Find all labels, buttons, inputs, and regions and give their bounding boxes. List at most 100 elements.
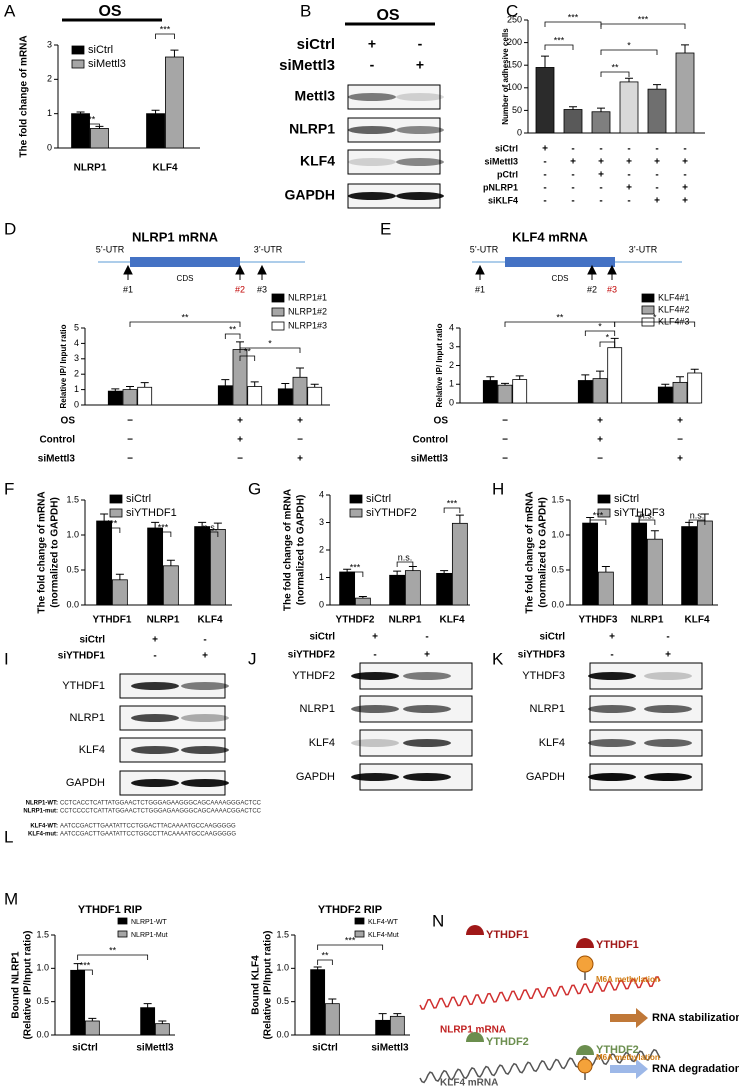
x-tick-label: KLF4 bbox=[198, 615, 223, 626]
condition-sign: - bbox=[571, 144, 574, 155]
y-tick-label: 1.5 bbox=[66, 494, 79, 504]
y-tick-label: 0 bbox=[47, 142, 52, 152]
condition-label: siYTHDF3 bbox=[518, 650, 566, 661]
panel-label: A bbox=[4, 1, 16, 20]
y-tick-label: 0.5 bbox=[276, 996, 289, 1006]
significance-bracket bbox=[155, 33, 175, 39]
bar bbox=[147, 527, 164, 606]
significance-label: n.s. bbox=[640, 510, 655, 520]
bar bbox=[154, 1023, 170, 1036]
blot-row-label: GAPDH bbox=[284, 187, 335, 203]
blot-frame bbox=[347, 149, 441, 175]
error-bar bbox=[166, 559, 175, 566]
legend-label: KLF4-Mut bbox=[368, 932, 399, 939]
blot-band bbox=[396, 158, 444, 166]
condition-sign: - bbox=[655, 170, 658, 181]
utr-label: 5’-UTR bbox=[470, 244, 499, 254]
blot-band bbox=[396, 93, 444, 101]
y-tick-label: 0.5 bbox=[36, 996, 49, 1006]
sequence-label: KLF4-mut: bbox=[28, 832, 58, 838]
condition-sign: + bbox=[682, 196, 688, 207]
blot-band bbox=[348, 192, 396, 200]
bar bbox=[137, 386, 153, 406]
significance-label: ** bbox=[611, 62, 619, 72]
bar bbox=[631, 522, 648, 606]
condition-sign: + bbox=[424, 650, 430, 661]
significance-label: *** bbox=[107, 518, 118, 528]
klf4-mrna bbox=[419, 1048, 661, 1084]
legend-swatch bbox=[349, 494, 363, 504]
m6a-site bbox=[577, 1058, 593, 1074]
diagram-title: KLF4 mRNA bbox=[512, 229, 588, 244]
error-bar bbox=[596, 370, 604, 379]
legend-label: siCtrl bbox=[614, 493, 639, 505]
mrna-label: KLF4 mRNA bbox=[440, 1078, 498, 1089]
error-bar bbox=[393, 570, 402, 576]
y-tick-label: 4 bbox=[449, 322, 454, 332]
x-tick-label: siMettl3 bbox=[136, 1043, 174, 1054]
site-arrow bbox=[587, 264, 597, 280]
significance-label: ** bbox=[181, 312, 189, 322]
bar bbox=[535, 67, 555, 134]
condition-sign: + bbox=[626, 157, 632, 168]
y-tick-label: 3 bbox=[319, 517, 324, 527]
error-bar bbox=[358, 595, 367, 599]
significance-label: * bbox=[268, 338, 272, 348]
blot-row-label: NLRP1 bbox=[289, 121, 335, 137]
significance-label: *** bbox=[85, 114, 96, 124]
y-axis-label: (normalized to GAPDH) bbox=[538, 497, 549, 608]
blot-band bbox=[351, 773, 399, 781]
significance-bracket bbox=[600, 49, 658, 55]
chart-title: OS bbox=[98, 3, 121, 20]
chart-title: YTHDF2 RIP bbox=[318, 904, 382, 916]
error-bar bbox=[408, 566, 417, 571]
significance-label: * bbox=[606, 332, 610, 342]
condition-sign: + bbox=[416, 57, 424, 73]
outcome-label: RNA degradation bbox=[652, 1063, 739, 1075]
condition-sign: - bbox=[425, 632, 428, 643]
bar bbox=[681, 526, 698, 606]
bar bbox=[389, 574, 406, 606]
condition-sign: − bbox=[502, 454, 508, 465]
blot-band bbox=[131, 714, 179, 722]
sequence-label: KLF4-WT: bbox=[30, 824, 58, 830]
blot-band bbox=[131, 779, 179, 787]
significance-bracket bbox=[600, 71, 630, 77]
blot-row-label: NLRP1 bbox=[70, 712, 105, 724]
legend-label: KLF4#3 bbox=[658, 316, 690, 326]
condition-sign: + bbox=[237, 416, 243, 427]
panel-label: N bbox=[432, 911, 444, 930]
condition-label: siCtrl bbox=[539, 632, 565, 643]
condition-sign: - bbox=[571, 196, 574, 207]
condition-sign: - bbox=[599, 183, 602, 194]
outcome-arrow bbox=[610, 1008, 648, 1028]
panel-label: E bbox=[380, 219, 391, 238]
bar bbox=[209, 529, 226, 606]
error-bar bbox=[378, 1013, 387, 1021]
significance-bracket bbox=[396, 561, 414, 567]
cds-box bbox=[130, 257, 240, 267]
bar bbox=[375, 1019, 391, 1036]
significance-bracket bbox=[77, 954, 149, 960]
condition-sign: − bbox=[502, 416, 508, 427]
legend-swatch bbox=[271, 307, 285, 317]
significance-bracket bbox=[346, 571, 364, 577]
y-tick-label: 50 bbox=[512, 105, 522, 115]
y-tick-label: 150 bbox=[507, 60, 522, 70]
significance-bracket bbox=[544, 44, 574, 50]
blot-band bbox=[403, 773, 451, 781]
blot-band bbox=[351, 672, 399, 680]
condition-label: Control bbox=[39, 435, 75, 446]
significance-bracket bbox=[443, 507, 461, 513]
bar bbox=[140, 1007, 156, 1036]
error-bar bbox=[88, 1017, 97, 1021]
error-bar bbox=[170, 49, 179, 58]
blot-band bbox=[351, 739, 399, 747]
y-tick-label: 4 bbox=[74, 338, 79, 348]
y-axis-label: Number of adhesive cells bbox=[501, 28, 510, 125]
condition-sign: + bbox=[152, 635, 158, 646]
reader-label: YTHDF1 bbox=[596, 939, 639, 951]
blot-band bbox=[348, 158, 396, 166]
legend-label: siMettl3 bbox=[88, 58, 126, 70]
error-bar bbox=[143, 1003, 152, 1008]
